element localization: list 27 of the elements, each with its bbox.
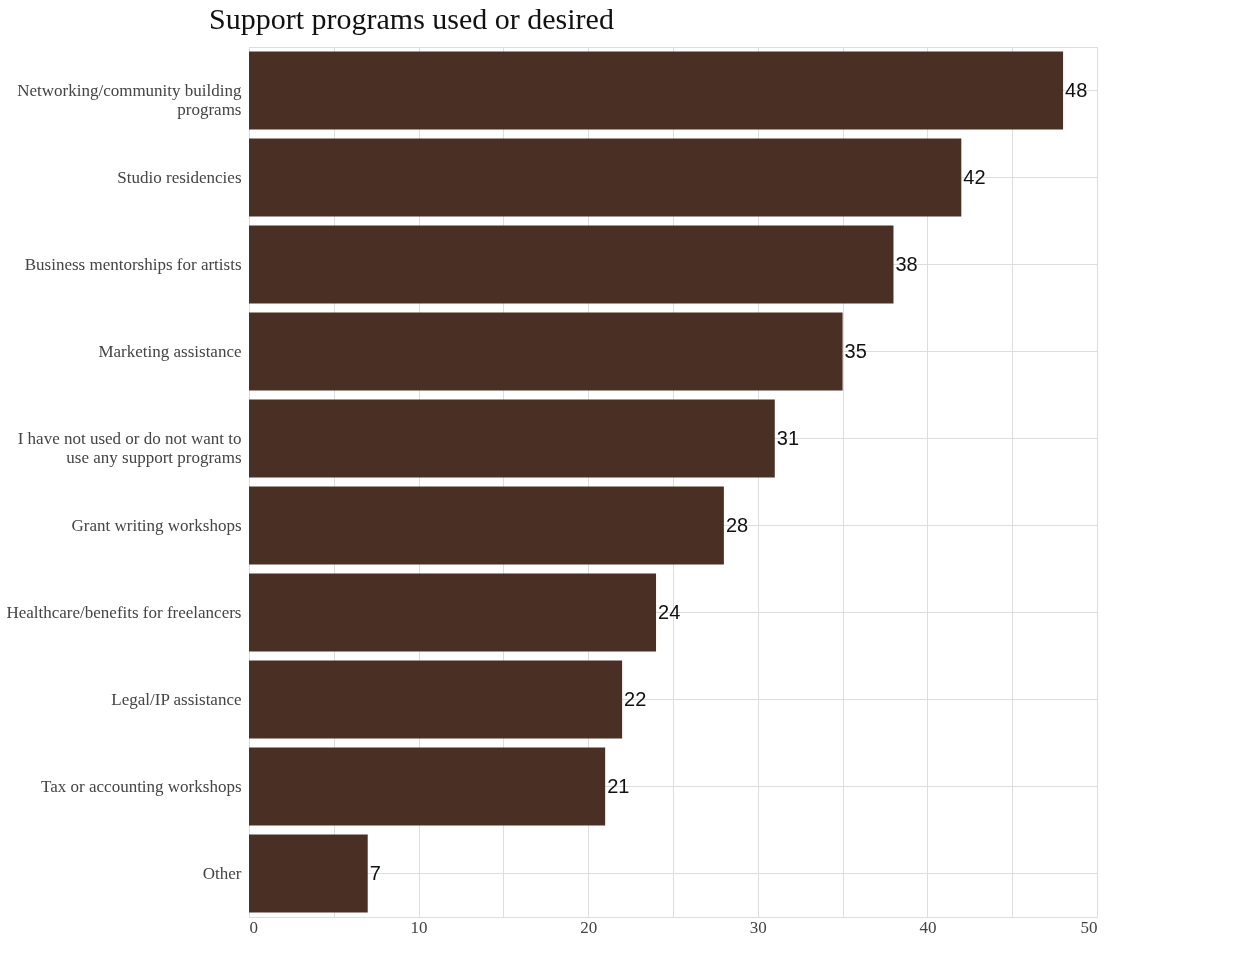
data-label: 7 xyxy=(369,861,381,884)
y-tick-label: Business mentorships for artists xyxy=(24,254,242,274)
x-tick-label: 50 xyxy=(1080,917,1098,937)
y-tick-label: Other xyxy=(202,863,242,883)
y-tick-label: Legal/IP assistance xyxy=(111,689,242,709)
x-tick-label: 10 xyxy=(410,917,428,937)
y-tick-label: Tax or accounting workshops xyxy=(41,776,242,796)
data-label: 24 xyxy=(658,600,681,623)
y-tick-label: I have not used or do not want to use any support programs xyxy=(17,428,242,467)
data-label: 28 xyxy=(725,513,749,536)
data-label: 35 xyxy=(844,339,867,362)
x-tick-label: 30 xyxy=(749,917,767,937)
y-tick-label: Marketing assistance xyxy=(98,341,242,361)
x-tick-label: 40 xyxy=(919,917,937,937)
y-tick-label: Grant writing workshops xyxy=(71,515,242,535)
y-tick-label: Healthcare/benefits for freelancers xyxy=(6,602,242,622)
x-tick-label: 20 xyxy=(580,917,598,937)
data-label: 38 xyxy=(895,252,918,275)
data-label: 22 xyxy=(624,687,647,710)
data-label: 21 xyxy=(607,774,630,797)
chart-title: Support programs used or desired xyxy=(209,2,614,35)
x-tick-label: 0 xyxy=(249,917,258,937)
data-label: 48 xyxy=(1065,78,1088,101)
y-tick-label: Networking/community building programs xyxy=(17,80,242,119)
data-label: 42 xyxy=(963,165,986,188)
y-tick-label: Studio residencies xyxy=(117,167,242,187)
data-label: 31 xyxy=(776,426,800,449)
